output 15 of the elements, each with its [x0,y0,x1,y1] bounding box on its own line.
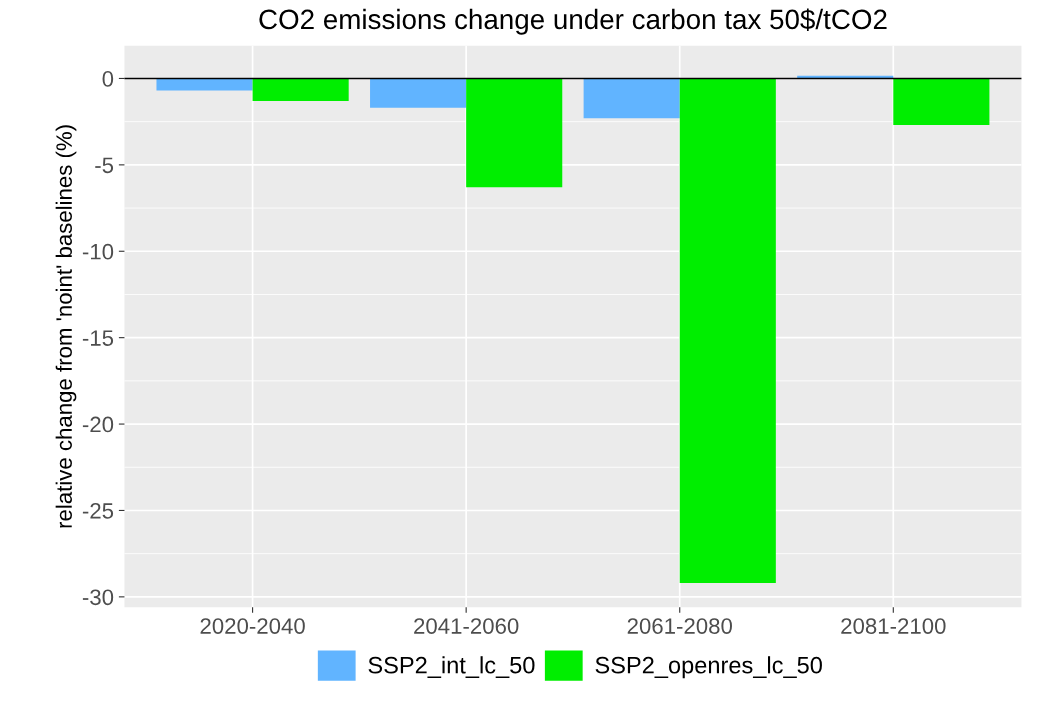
chart-title: CO2 emissions change under carbon tax 50$/tCO2 [259,8,887,35]
y-tick-label: -15 [82,330,114,346]
x-tick-label: 2081-2100 [841,618,946,634]
legend-label: SSP2_openres_lc_50 [595,656,822,679]
y-axis-title: relative change from 'noint' baselines (%) [55,125,77,528]
x-tick-label: 2041-2060 [414,618,519,634]
x-tick-label: 2020-2040 [200,618,305,634]
x-tick-label: 2061-2080 [627,618,732,634]
y-tick-label: 0 [102,71,114,87]
y-tick-label: -30 [82,589,114,606]
y-tick-label: -20 [82,416,114,433]
y-tick-label: -10 [82,243,114,260]
y-tick-label: -5 [95,157,114,174]
legend-label: SSP2_int_lc_50 [368,656,535,679]
y-tick-label: -25 [82,503,114,519]
